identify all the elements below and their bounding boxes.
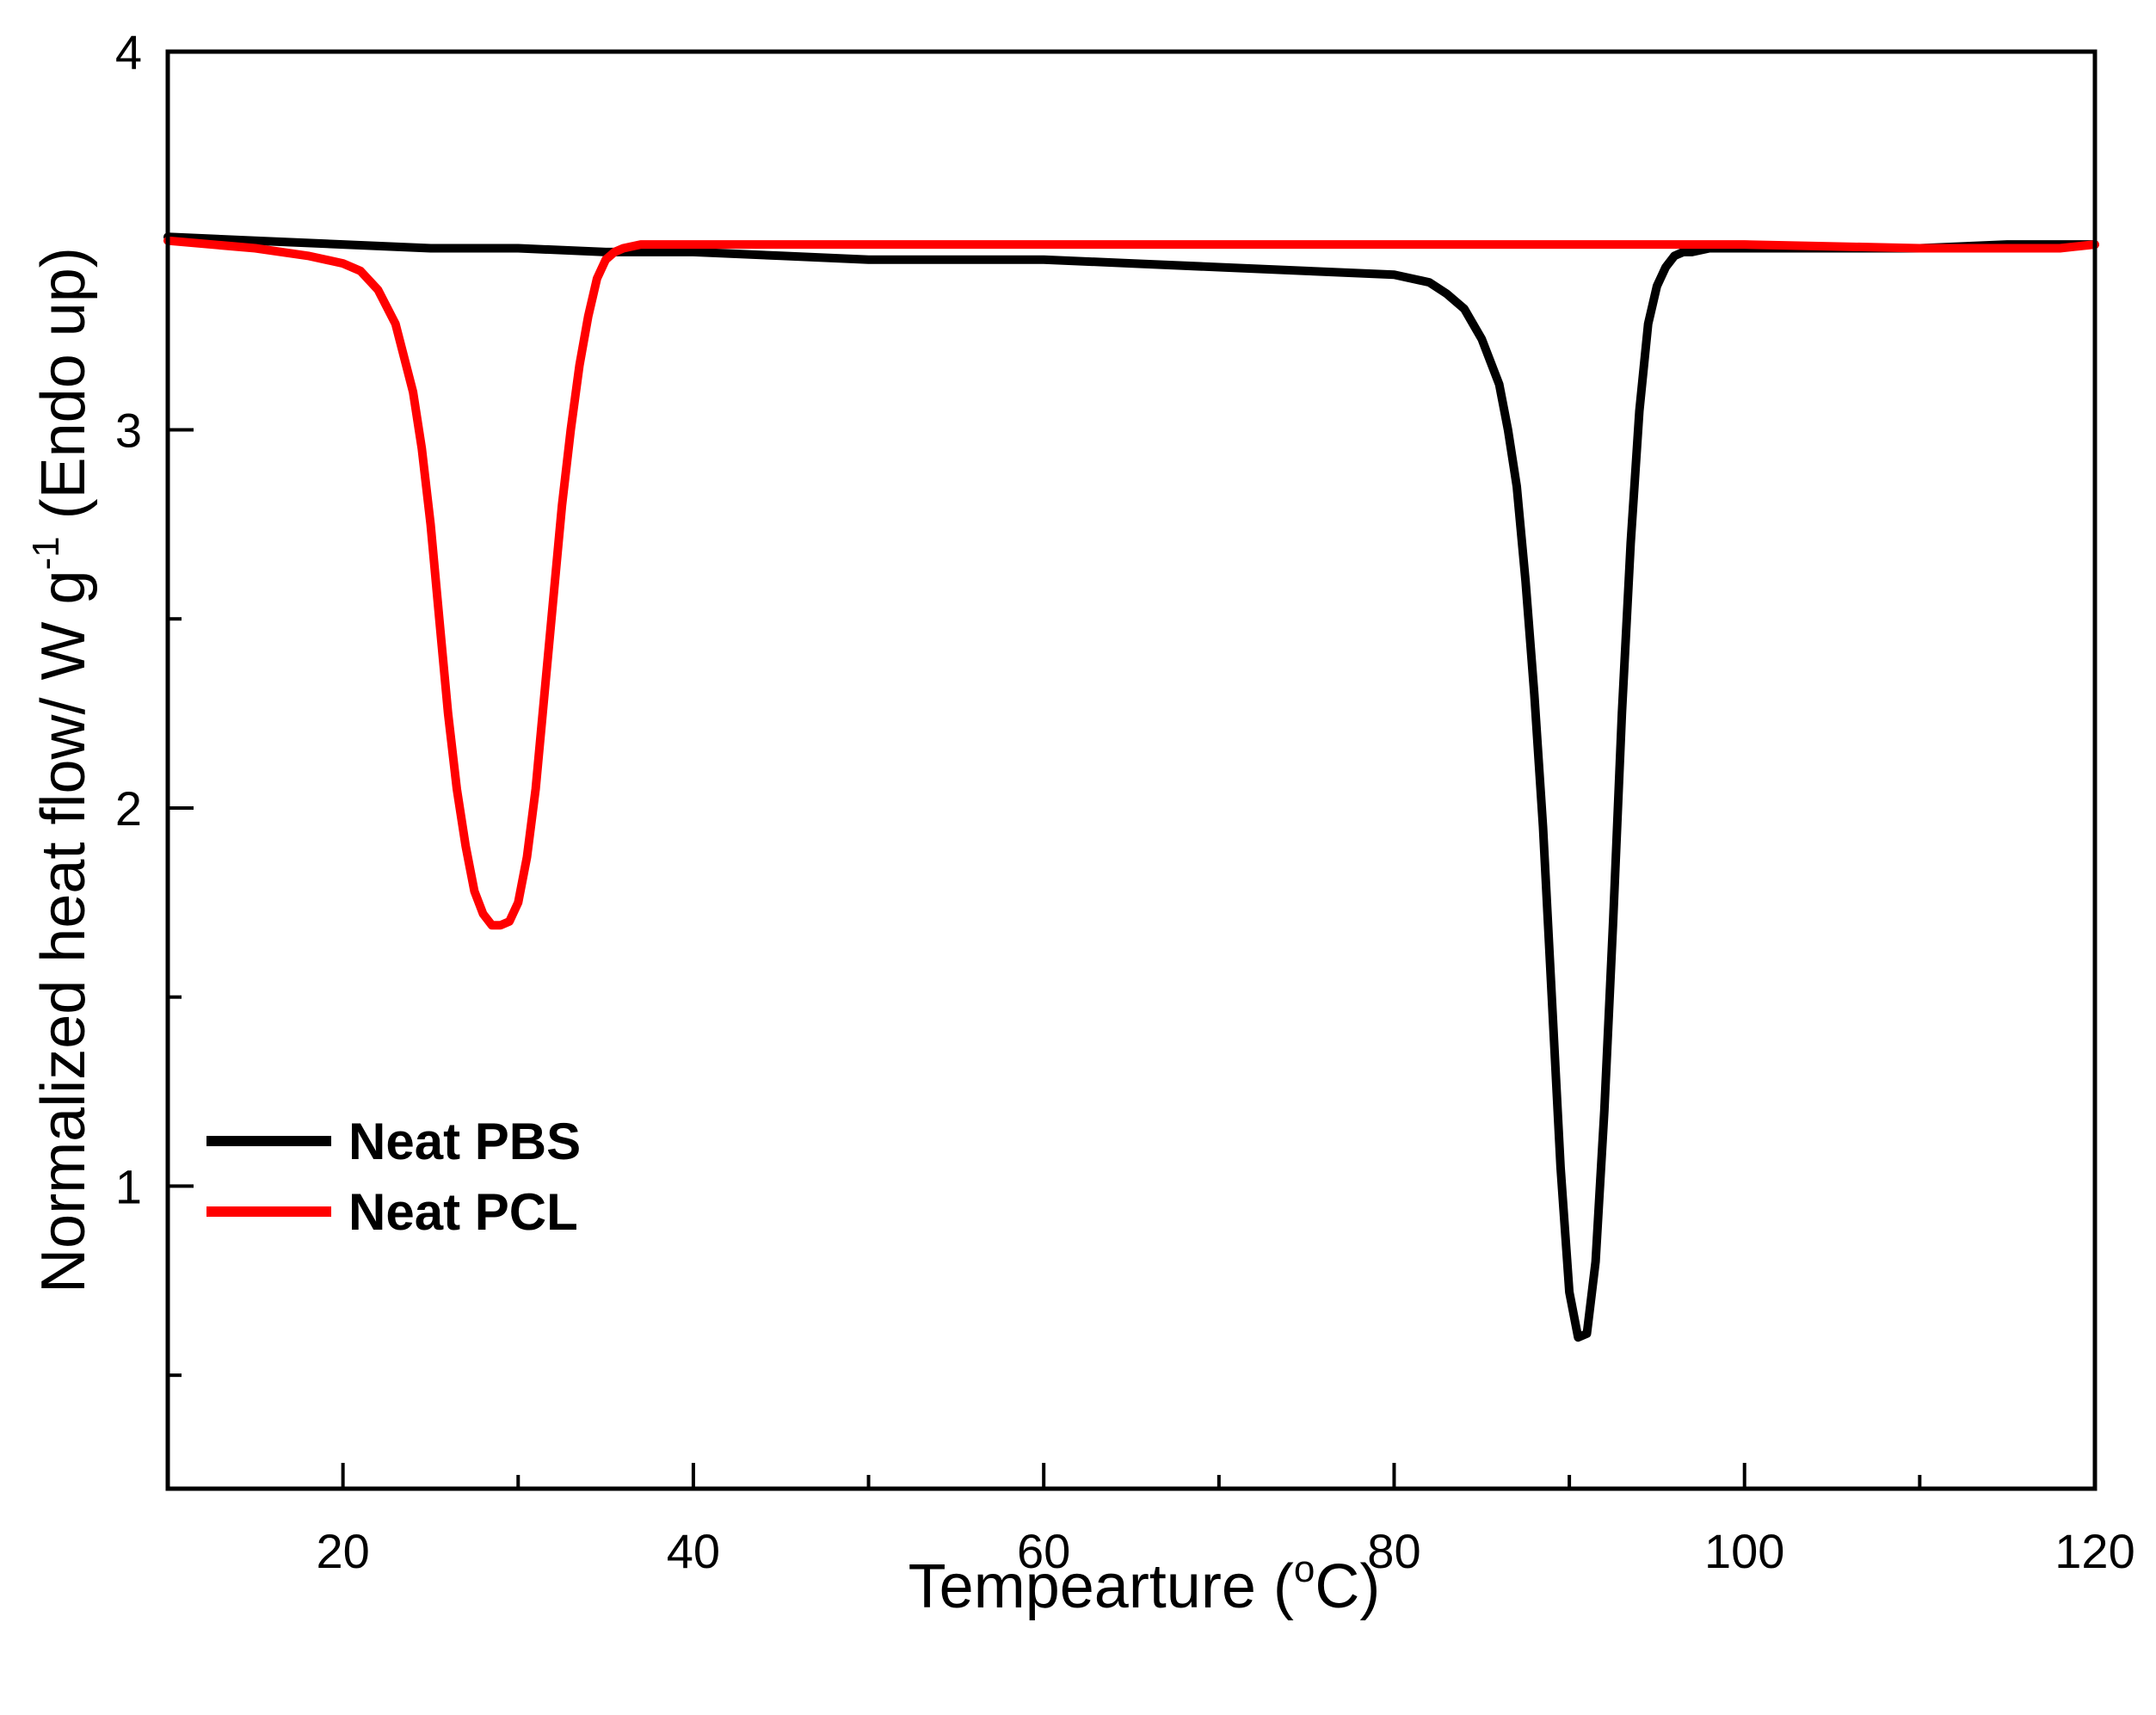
series-line-neat-pcl	[163, 236, 2099, 930]
x-axis-title: Tempearture (oC)	[909, 1548, 1381, 1621]
series-layer	[163, 232, 2099, 1342]
x-tick-label: 100	[1704, 1524, 1784, 1578]
x-tick-label: 40	[667, 1524, 720, 1578]
y-axis-title-tail: (Endo up)	[29, 247, 98, 536]
x-axis-title-main: Tempearture (	[909, 1552, 1294, 1621]
y-tick-label: 4	[115, 25, 142, 79]
x-tick-label: 20	[316, 1524, 369, 1578]
y-axis-title-main: Normalized heat flow/ W g	[29, 571, 98, 1293]
legend-label-neat-pcl: Neat PCL	[348, 1183, 578, 1241]
y-tick-label: 2	[115, 781, 142, 836]
y-tick-label: 1	[115, 1159, 142, 1213]
x-axis-title-unit: C)	[1315, 1552, 1380, 1621]
x-tick-label: 60	[1017, 1524, 1070, 1578]
y-axis-title-exponent: -1	[25, 536, 67, 570]
x-axis-title-degree: o	[1294, 1548, 1315, 1590]
y-tick-label: 3	[115, 403, 142, 457]
legend: Neat PBS Neat PCL	[206, 1113, 581, 1241]
plot-frame	[165, 49, 2097, 1491]
x-tick-label: 80	[1367, 1524, 1420, 1578]
y-axis-title: Normalized heat flow/ W g-1 (Endo up)	[25, 247, 98, 1293]
legend-label-neat-pbs: Neat PBS	[348, 1113, 581, 1170]
series-line-neat-pbs	[163, 232, 2099, 1342]
x-tick-label: 120	[2054, 1524, 2134, 1578]
